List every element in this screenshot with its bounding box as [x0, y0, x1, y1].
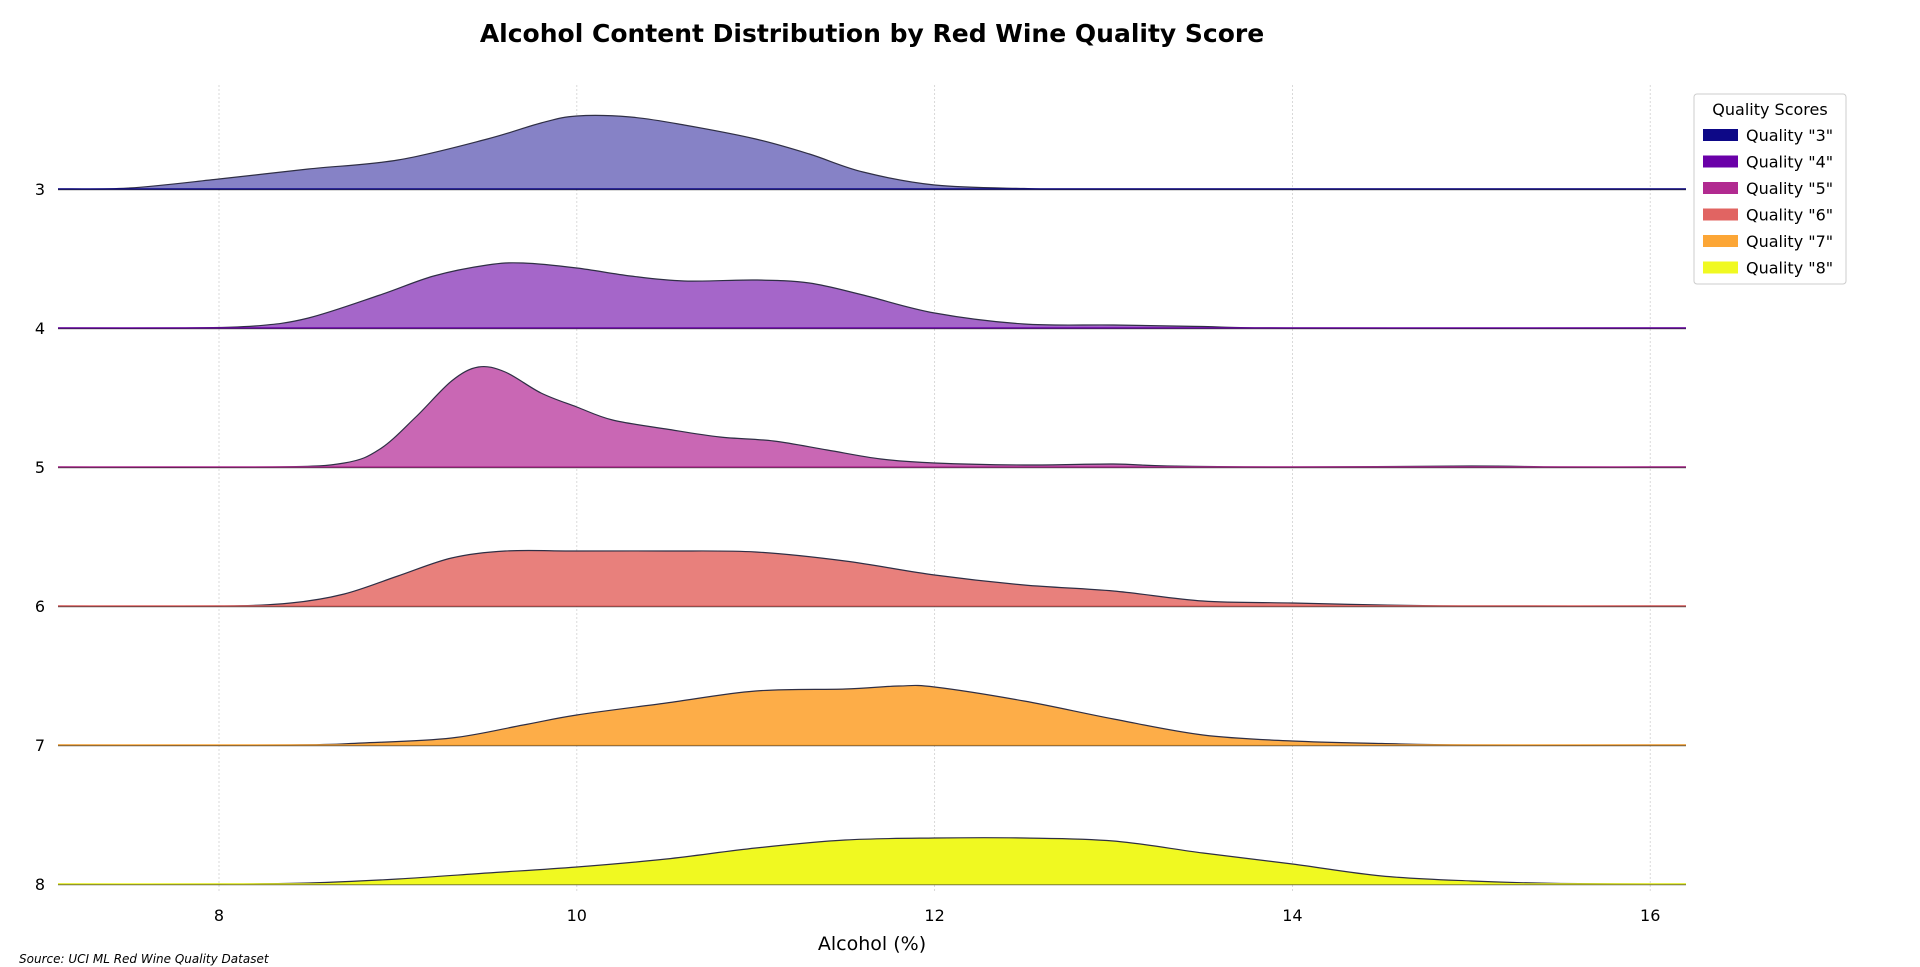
ridge-area-5 — [58, 366, 1686, 468]
legend-label-3: Quality "3" — [1746, 126, 1833, 145]
x-tick-label-8: 8 — [214, 906, 224, 925]
x-tick-labels: 8 10 12 14 16 — [214, 906, 1660, 925]
ridge-outline-4 — [57, 262, 1687, 329]
legend-swatch-5 — [1703, 182, 1738, 194]
legend-swatch-6 — [1703, 208, 1738, 221]
ridge-7 — [57, 684, 1687, 747]
ridge-area-4 — [58, 262, 1686, 329]
x-tick-label-14: 14 — [1282, 906, 1302, 925]
legend-label-6: Quality "6" — [1746, 206, 1833, 225]
legend-swatch-7 — [1703, 235, 1738, 247]
ridge-area-6 — [58, 550, 1686, 607]
legend-title: Quality Scores — [1712, 100, 1827, 119]
ridge-5 — [57, 365, 1687, 469]
legend-label-5: Quality "5" — [1746, 179, 1833, 198]
ridge-area-7 — [58, 685, 1686, 746]
legend-items: Quality "3" Quality "4" Quality "5" Quality… — [1703, 126, 1833, 278]
x-tick-label-10: 10 — [567, 906, 587, 925]
ridge-4 — [57, 262, 1687, 330]
ridge-3 — [57, 114, 1687, 191]
chart-title: Alcohol Content Distribution by Red Wine… — [480, 19, 1264, 48]
y-tick-label-5: 5 — [35, 458, 45, 477]
y-tick-label-6: 6 — [35, 597, 45, 616]
source-note: Source: UCI ML Red Wine Quality Dataset — [19, 952, 270, 966]
x-axis-label: Alcohol (%) — [818, 933, 926, 955]
ridge-area-8 — [58, 837, 1686, 885]
ridge-8 — [57, 837, 1687, 886]
ridge-area-3 — [58, 115, 1686, 190]
x-tick-label-12: 12 — [924, 906, 944, 925]
y-tick-label-7: 7 — [35, 736, 45, 755]
legend: Quality Scores Quality "3"Quality "4"Qua… — [1693, 93, 1847, 285]
ridge-outline-6 — [57, 549, 1687, 607]
ridge-outline-8 — [57, 837, 1687, 885]
ridge-outline-7 — [57, 684, 1687, 746]
legend-label-4: Quality "4" — [1746, 153, 1833, 172]
y-tick-label-3: 3 — [35, 180, 45, 199]
legend-swatch-3 — [1703, 129, 1738, 141]
legend-swatch-8 — [1703, 261, 1738, 274]
y-tick-label-8: 8 — [35, 875, 45, 894]
legend-label-7: Quality "7" — [1746, 232, 1833, 251]
y-tick-labels: 3 4 5 6 7 8 — [35, 180, 45, 894]
x-tick-label-16: 16 — [1640, 906, 1660, 925]
legend-label-8: Quality "8" — [1746, 259, 1833, 278]
ridge-6 — [57, 549, 1687, 608]
x-grid — [218, 85, 1651, 893]
legend-swatch-4 — [1703, 155, 1738, 168]
y-tick-label-4: 4 — [35, 319, 45, 338]
ridge-series — [57, 114, 1687, 886]
ridge-outline-5 — [57, 365, 1687, 468]
